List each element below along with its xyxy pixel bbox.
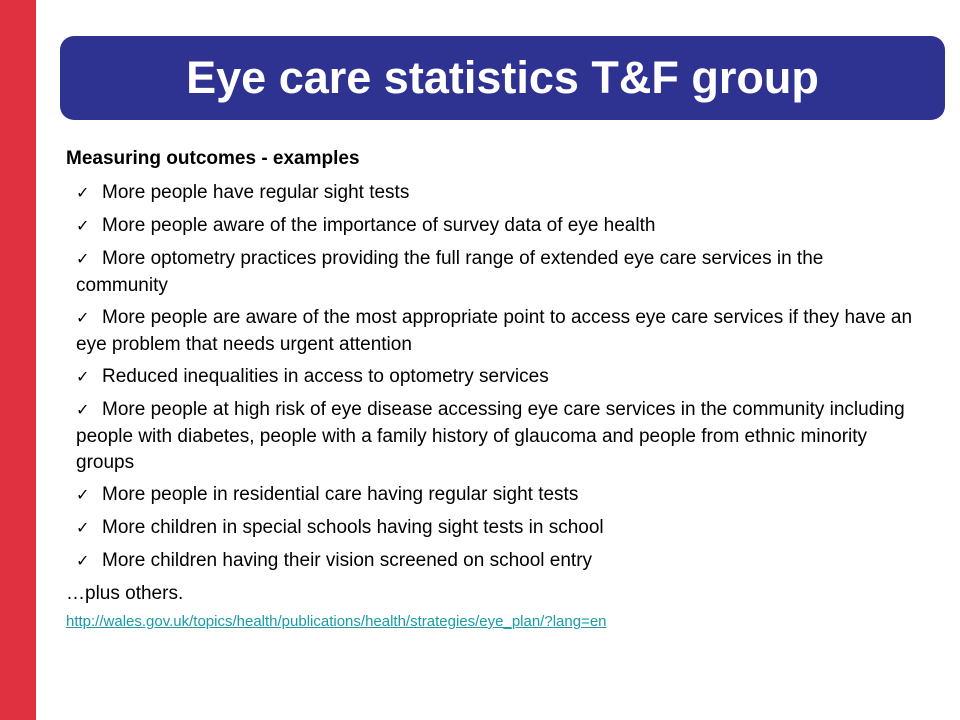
left-accent-bar [0,0,36,720]
list-item-text: More people have regular sight tests [102,182,410,203]
list-item-text: More optometry practices providing the f… [76,248,824,296]
checkmark-icon: ✓ [76,251,90,268]
list-item: ✓ More people aware of the importance of … [66,213,916,240]
list-item: ✓ More people have regular sight tests [66,180,916,207]
checkmark-icon: ✓ [76,553,90,570]
checkmark-icon: ✓ [76,487,90,504]
list-item: ✓ More people in residential care having … [66,482,916,509]
list-item: ✓ More people are aware of the most appro… [66,305,916,358]
list-item-text: Reduced inequalities in access to optome… [102,366,549,387]
list-item: ✓ More children in special schools having… [66,515,916,542]
section-heading: Measuring outcomes - examples [66,148,360,169]
checkmark-icon: ✓ [76,310,90,327]
list-item: ✓ More optometry practices providing the … [66,246,916,299]
checkmark-icon: ✓ [76,369,90,386]
list-item: ✓ More people at high risk of eye disease… [66,397,916,476]
list-item-text: More people are aware of the most approp… [76,307,913,355]
source-link[interactable]: http://wales.gov.uk/topics/health/public… [66,613,607,630]
checkmark-icon: ✓ [76,402,90,419]
list-item-text: More children in special schools having … [102,517,604,538]
title-banner: Eye care statistics T&F group [60,36,945,120]
slide-content: Measuring outcomes - examples ✓ More peop… [66,146,916,630]
list-item-text: More people in residential care having r… [102,484,579,505]
slide-title: Eye care statistics T&F group [186,52,819,103]
list-item-text: More children having their vision screen… [102,550,593,571]
checkmark-icon: ✓ [76,218,90,235]
checkmark-icon: ✓ [76,185,90,202]
list-item-text: More people aware of the importance of s… [102,215,656,236]
list-item-text: More people at high risk of eye disease … [76,399,905,473]
list-item: ✓ More children having their vision scree… [66,548,916,575]
plus-others-text: …plus others. [66,583,184,604]
checkmark-icon: ✓ [76,520,90,537]
list-item: ✓ Reduced inequalities in access to optom… [66,364,916,391]
